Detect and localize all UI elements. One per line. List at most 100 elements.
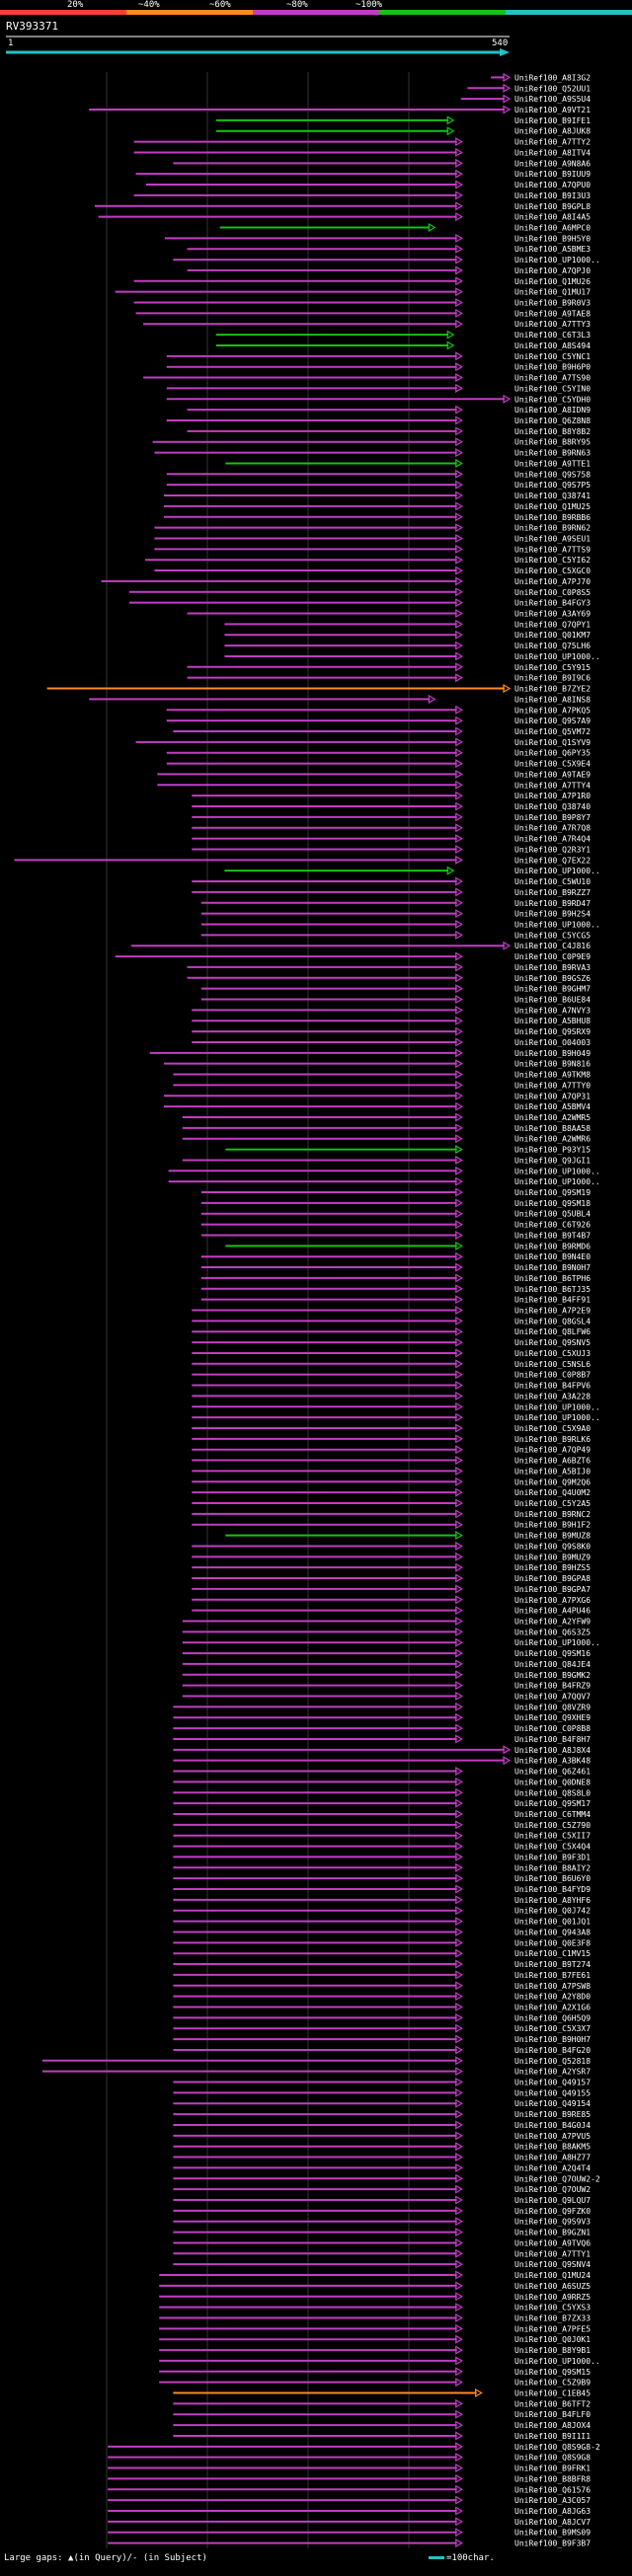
hit-label[interactable]: UniRef100_B4FGY3: [514, 599, 591, 608]
hit-label[interactable]: UniRef100_A3C057: [514, 2496, 591, 2505]
hit-label[interactable]: UniRef100_B4F8H7: [514, 1735, 591, 1744]
hit-row[interactable]: UniRef100_C5YIN0: [166, 383, 592, 393]
hit-row[interactable]: UniRef100_Q9JGI1: [182, 1155, 591, 1165]
hit-label[interactable]: UniRef100_C5YCG5: [514, 931, 591, 940]
hit-label[interactable]: UniRef100_A2Q4T4: [514, 2163, 591, 2172]
hit-row[interactable]: UniRef100_C0P8S5: [128, 587, 591, 597]
hit-label[interactable]: UniRef100_C4J816: [514, 942, 591, 950]
hit-row[interactable]: UniRef100_Q49154: [173, 2098, 591, 2108]
hit-label[interactable]: UniRef100_Q9SM15: [514, 2368, 591, 2377]
hit-label[interactable]: UniRef100_A7TTY3: [514, 320, 591, 329]
hit-label[interactable]: UniRef100_Q9SNV4: [514, 2260, 591, 2269]
hit-row[interactable]: UniRef100_A6BZT6: [192, 1456, 591, 1466]
hit-label[interactable]: UniRef100_Q9XHE9: [514, 1713, 591, 1722]
hit-label[interactable]: UniRef100_Q9FZK0: [514, 2207, 591, 2216]
hit-row[interactable]: UniRef100_B9F3D1: [173, 1852, 591, 1861]
hit-label[interactable]: UniRef100_B9GPL8: [514, 202, 591, 211]
hit-row[interactable]: UniRef100_B9IUU9: [135, 169, 592, 179]
hit-row[interactable]: UniRef100_B9RD47: [200, 898, 591, 908]
hit-row[interactable]: UniRef100_C5YDH0: [166, 394, 592, 404]
hit-row[interactable]: UniRef100_Q8VZR9: [173, 1702, 591, 1711]
hit-row[interactable]: UniRef100_A2Y8D0: [173, 1992, 591, 2002]
hit-label[interactable]: UniRef100_Q9S8K0: [514, 1542, 591, 1551]
hit-label[interactable]: UniRef100_A7TTY0: [514, 1081, 591, 1090]
hit-label[interactable]: UniRef100_C5Y915: [514, 663, 591, 672]
hit-row[interactable]: UniRef100_A8JOX4: [173, 2420, 591, 2430]
hit-label[interactable]: UniRef100_A9RRZ5: [514, 2293, 591, 2302]
hit-row[interactable]: UniRef100_Q1MU25: [163, 501, 591, 511]
hit-row[interactable]: UniRef100_C0P8B8: [173, 1723, 591, 1733]
hit-row[interactable]: UniRef100_Q9S758: [166, 469, 592, 479]
hit-label[interactable]: UniRef100_A6SUZ5: [514, 2282, 591, 2291]
hit-row[interactable]: UniRef100_A9TAE9: [157, 769, 591, 779]
hit-row[interactable]: UniRef100_A7P2E9: [192, 1305, 591, 1316]
hit-row[interactable]: UniRef100_UP1000..: [168, 1166, 600, 1175]
hit-row[interactable]: UniRef100_A7P1R0: [192, 791, 591, 800]
hit-row[interactable]: UniRef100_B9T4B7: [200, 1230, 591, 1240]
hit-label[interactable]: UniRef100_B6UE84: [514, 996, 591, 1005]
hit-label[interactable]: UniRef100_A2YSR7: [514, 2068, 591, 2077]
hit-label[interactable]: UniRef100_UP1000..: [514, 1413, 600, 1422]
hit-row[interactable]: UniRef100_A2WMR5: [182, 1112, 591, 1122]
hit-row[interactable]: UniRef100_A8JUK8: [215, 126, 591, 136]
hit-label[interactable]: UniRef100_Q0E3F8: [514, 1938, 591, 1947]
hit-row[interactable]: UniRef100_Q1SYV9: [135, 737, 592, 747]
hit-row[interactable]: UniRef100_A2YFW9: [182, 1616, 591, 1626]
hit-row[interactable]: UniRef100_B9N0H7: [200, 1262, 591, 1272]
hit-row[interactable]: UniRef100_C1EB45: [173, 2387, 591, 2398]
hit-label[interactable]: UniRef100_A8JG63: [514, 2507, 591, 2516]
hit-label[interactable]: UniRef100_C5X4Q4: [514, 1843, 591, 1852]
hit-label[interactable]: UniRef100_Q1MU26: [514, 277, 591, 286]
hit-row[interactable]: UniRef100_A7PFE5: [159, 2323, 591, 2333]
hit-label[interactable]: UniRef100_B9T4B7: [514, 1231, 591, 1240]
hit-row[interactable]: UniRef100_B9MUZ9: [192, 1552, 591, 1561]
hit-row[interactable]: UniRef100_C5NSL6: [192, 1359, 591, 1369]
hit-label[interactable]: UniRef100_B8RY95: [514, 438, 591, 447]
hit-label[interactable]: UniRef100_A9TAE9: [514, 770, 591, 779]
hit-label[interactable]: UniRef100_C5Y2A5: [514, 1499, 591, 1508]
hit-label[interactable]: UniRef100_A2YFW9: [514, 1617, 591, 1626]
hit-row[interactable]: UniRef100_C5XGC0: [154, 566, 591, 575]
hit-label[interactable]: UniRef100_Q1MU24: [514, 2271, 591, 2280]
hit-label[interactable]: UniRef100_A7TTS9: [514, 545, 591, 554]
hit-label[interactable]: UniRef100_A6MPC0: [514, 223, 591, 232]
hit-label[interactable]: UniRef100_Q8LFW6: [514, 1327, 591, 1336]
hit-row[interactable]: UniRef100_Q49157: [173, 2077, 591, 2087]
hit-row[interactable]: UniRef100_B9H2S4: [200, 909, 591, 919]
hit-label[interactable]: UniRef100_Q6Z8N8: [514, 417, 591, 425]
hit-row[interactable]: UniRef100_A9S5U4: [460, 94, 591, 104]
hit-row[interactable]: UniRef100_Q38740: [192, 801, 591, 811]
hit-row[interactable]: UniRef100_Q9SM19: [200, 1187, 591, 1197]
hit-label[interactable]: UniRef100_B9F3D1: [514, 1853, 591, 1861]
hit-label[interactable]: UniRef100_Q52UU1: [514, 84, 591, 93]
hit-label[interactable]: UniRef100_Q9SM16: [514, 1649, 591, 1658]
hit-row[interactable]: UniRef100_B9GZN1: [173, 2228, 591, 2237]
hit-row[interactable]: UniRef100_Q8S9G8-2: [108, 2442, 600, 2452]
hit-label[interactable]: UniRef100_A7NVY3: [514, 1006, 591, 1015]
hit-label[interactable]: UniRef100_C6T3L3: [514, 331, 591, 340]
hit-label[interactable]: UniRef100_A7PKQ5: [514, 706, 591, 715]
hit-row[interactable]: UniRef100_Q7QPY1: [224, 619, 591, 629]
hit-label[interactable]: UniRef100_Q2R3Y1: [514, 845, 591, 854]
hit-row[interactable]: UniRef100_B9MUZ8: [225, 1531, 591, 1541]
hit-row[interactable]: UniRef100_B9RN62: [154, 523, 591, 533]
hit-label[interactable]: UniRef100_B9I1I1: [514, 2432, 591, 2441]
hit-label[interactable]: UniRef100_A8HZ77: [514, 2154, 591, 2162]
hit-row[interactable]: UniRef100_B9RZZ7: [192, 887, 591, 897]
hit-label[interactable]: UniRef100_A2WMR5: [514, 1113, 591, 1122]
hit-row[interactable]: UniRef100_B9GMK2: [182, 1670, 591, 1680]
hit-label[interactable]: UniRef100_B9T274: [514, 1960, 591, 1969]
hit-row[interactable]: UniRef100_Q9M2Q6: [192, 1477, 591, 1486]
hit-row[interactable]: UniRef100_A8JCV7: [108, 2517, 591, 2527]
hit-row[interactable]: UniRef100_Q0J742: [173, 1906, 591, 1916]
hit-label[interactable]: UniRef100_B9P8Y7: [514, 813, 591, 822]
hit-row[interactable]: UniRef100_Q6Z8N8: [166, 416, 592, 425]
hit-row[interactable]: UniRef100_C0P8B7: [192, 1370, 591, 1380]
hit-row[interactable]: UniRef100_A8J8X4: [173, 1745, 591, 1755]
hit-label[interactable]: UniRef100_B9RNC2: [514, 1510, 591, 1519]
hit-label[interactable]: UniRef100_B9RVA3: [514, 963, 591, 972]
hit-row[interactable]: UniRef100_C1MV15: [173, 1948, 591, 1958]
hit-label[interactable]: UniRef100_A5BHU8: [514, 1017, 591, 1025]
hit-row[interactable]: UniRef100_B9RBB6: [163, 512, 591, 522]
hit-label[interactable]: UniRef100_A7PFE5: [514, 2324, 591, 2333]
